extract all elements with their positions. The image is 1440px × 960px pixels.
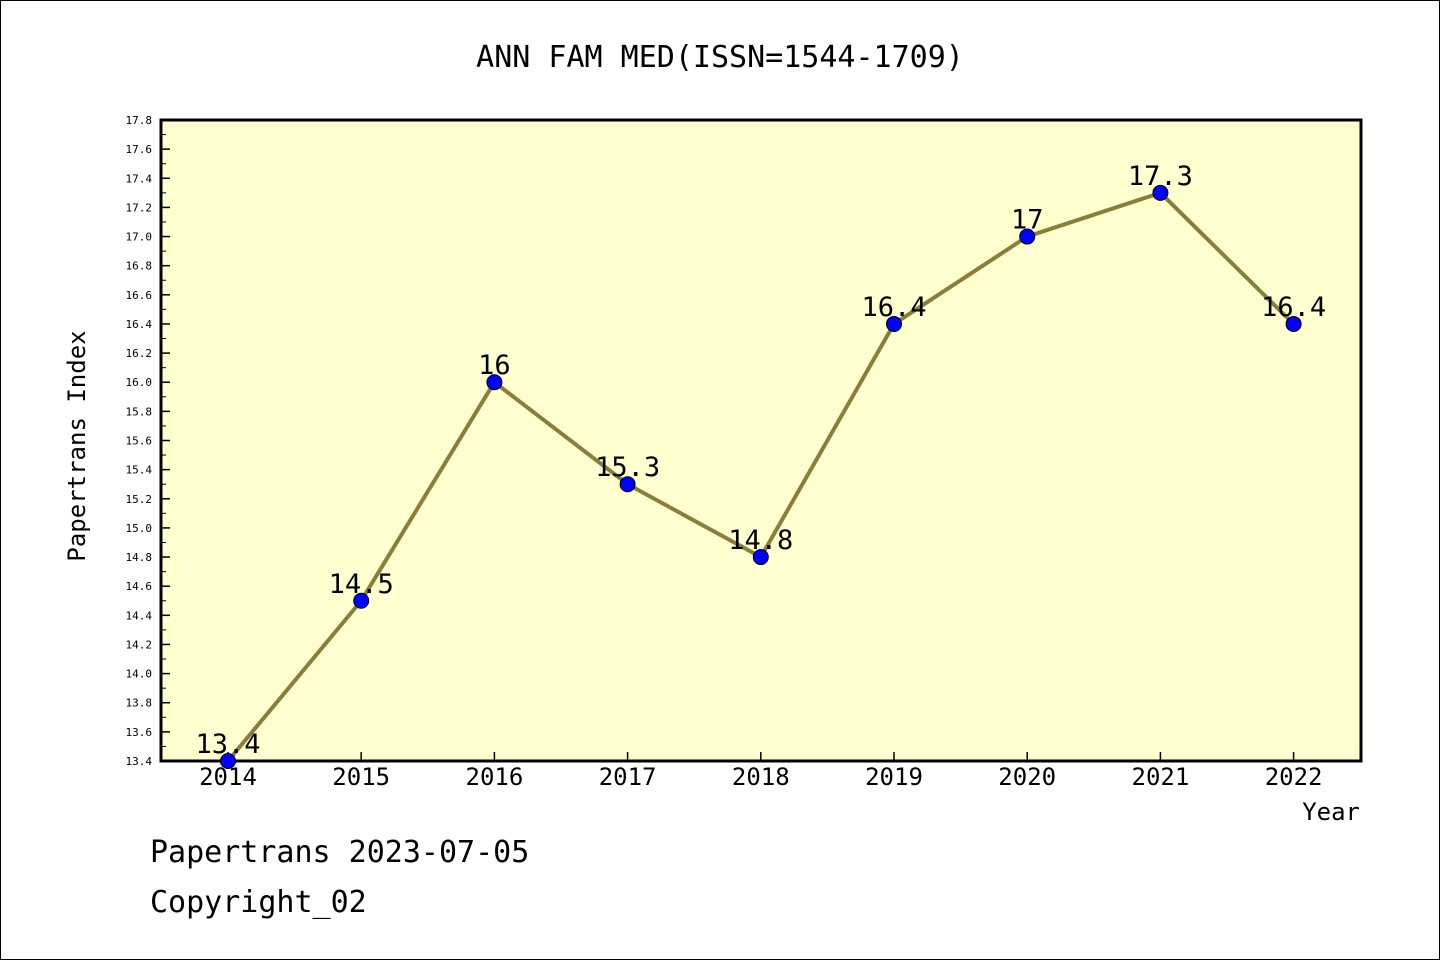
y-tick-label: 15.8: [126, 405, 153, 418]
y-tick-label: 13.6: [126, 726, 153, 739]
x-tick-label: 2018: [732, 763, 790, 791]
y-tick-label: 13.4: [126, 755, 153, 768]
y-tick-label: 15.2: [126, 493, 153, 506]
x-tick-label: 2017: [599, 763, 657, 791]
data-point: [220, 753, 236, 769]
y-axis: 13.4 13.6 13.8 14.0 14.2 14.4 14.6 14.8 15.0 15.2…: [126, 114, 170, 768]
y-tick-label: 16.2: [126, 347, 153, 360]
data-point: [353, 592, 370, 609]
data-label: 13.4: [195, 729, 260, 760]
x-tick-label: 2020: [998, 763, 1056, 791]
series-line: [220, 184, 1302, 769]
y-tick-label: 17.4: [126, 172, 153, 185]
y-tick-label: 14.8: [126, 551, 153, 564]
y-tick-label: 13.8: [126, 697, 153, 710]
y-tick-label: 16.0: [126, 376, 153, 389]
data-label: 17: [1011, 205, 1044, 236]
data-label: 16.4: [861, 292, 926, 323]
x-tick-label: 2022: [1265, 763, 1323, 791]
x-tick-label: 2016: [466, 763, 524, 791]
x-tick-label: 2019: [865, 763, 923, 791]
y-tick-label: 14.4: [126, 609, 153, 622]
y-tick-label: 17.8: [126, 114, 153, 127]
data-label: 16.4: [1261, 292, 1326, 323]
y-axis-label: Papertrans Index: [63, 330, 91, 561]
x-axis-label: Year: [1302, 798, 1360, 826]
y-tick-label: 17.2: [126, 201, 153, 214]
data-point: [1285, 315, 1302, 332]
y-tick-label: 17.0: [126, 231, 153, 244]
y-tick-label: 14.2: [126, 638, 153, 651]
chart-title: ANN FAM MED(ISSN=1544-1709): [476, 40, 964, 75]
data-labels: 13.4 14.5 16 15.3 14.8 16.4 17 17.3 16.4: [195, 161, 1326, 760]
y-tick-label: 15.4: [126, 464, 153, 477]
data-point: [886, 315, 902, 332]
data-label: 17.3: [1128, 161, 1193, 192]
footer-copyright: Copyright_02: [150, 885, 367, 920]
x-axis: 2014 2015 2016 2017 2018 2019 2020 2021 2022: [199, 752, 1322, 791]
y-tick-label: 15.0: [126, 522, 153, 535]
y-tick-label: 16.4: [126, 318, 153, 331]
footer-date: Papertrans 2023-07-05: [150, 835, 530, 870]
plot-area: [159, 118, 1363, 763]
x-tick-label: 2021: [1132, 763, 1190, 791]
data-label: 14.5: [329, 569, 394, 600]
x-tick-label: 2015: [332, 763, 390, 791]
data-point: [1152, 184, 1169, 201]
data-label: 14.8: [728, 525, 793, 556]
data-label: 15.3: [595, 452, 660, 483]
y-tick-label: 17.6: [126, 143, 153, 156]
data-point: [619, 476, 636, 493]
y-tick-label: 16.6: [126, 289, 153, 302]
y-tick-label: 16.8: [126, 260, 153, 273]
y-tick-label: 14.0: [126, 668, 153, 681]
y-tick-label: 15.6: [126, 435, 153, 448]
data-label: 16: [478, 350, 511, 381]
data-point: [486, 374, 503, 391]
data-point: [752, 549, 769, 566]
data-point: [1019, 228, 1036, 245]
y-tick-label: 14.6: [126, 580, 153, 593]
